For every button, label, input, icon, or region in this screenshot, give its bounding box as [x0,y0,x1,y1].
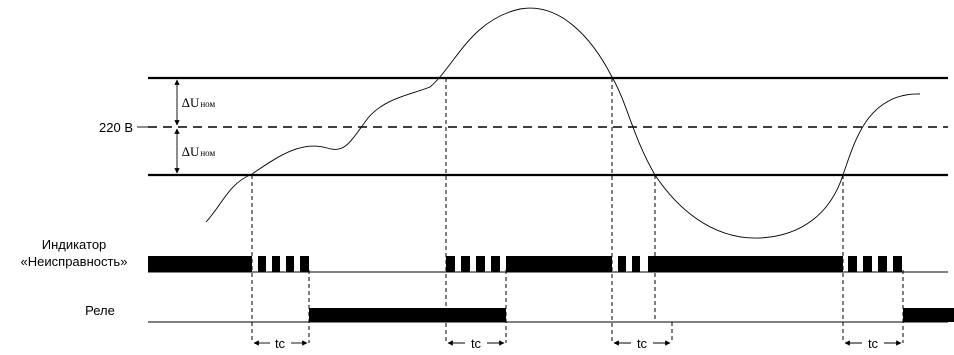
tc-marker-2: tc [447,336,505,351]
svg-text:tc: tc [637,336,648,351]
indicator-blink-2b [461,256,470,272]
indicator-label-line1: Индикатор [42,237,107,252]
indicator-solid-3 [648,256,843,272]
tc-marker-4: tc [844,336,902,351]
indicator-label-line2: «Неисправность» [21,254,128,269]
indicator-solid-1 [148,256,252,272]
indicator-blink-4c [878,256,887,272]
tc-marker-1: tc [253,336,308,351]
svg-text:tc: tc [868,336,879,351]
indicator-blink-1c [286,256,294,272]
indicator-blink-2c [476,256,485,272]
voltage-curve [205,7,921,239]
relay-label: Реле [85,303,115,318]
indicator-blink-2d [491,256,500,272]
voltage-nominal-label: 220 В [99,120,133,135]
indicator-blink-3b [632,256,640,272]
indicator-blink-3a [618,256,626,272]
delta-lower-label: ∆Uном [182,144,215,159]
indicator-blink-1a [258,256,266,272]
svg-text:tc: tc [275,336,286,351]
indicator-blink-4a [848,256,857,272]
indicator-blink-1d [300,256,309,272]
indicator-blink-1b [272,256,280,272]
tc-marker-3: tc [613,336,671,351]
relay-on-1 [309,308,506,322]
relay-signal [309,308,954,322]
relay-on-2 [903,308,954,322]
indicator-blink-4b [863,256,872,272]
indicator-solid-2 [506,256,612,272]
indicator-blink-2a [446,256,455,272]
indicator-signal [148,256,902,272]
svg-text:∆Uном: ∆Uном [182,95,215,110]
svg-text:tc: tc [471,336,482,351]
delta-upper-label: ∆Uном [182,95,215,110]
indicator-blink-4d [893,256,902,272]
svg-text:∆Uном: ∆Uном [182,144,215,159]
